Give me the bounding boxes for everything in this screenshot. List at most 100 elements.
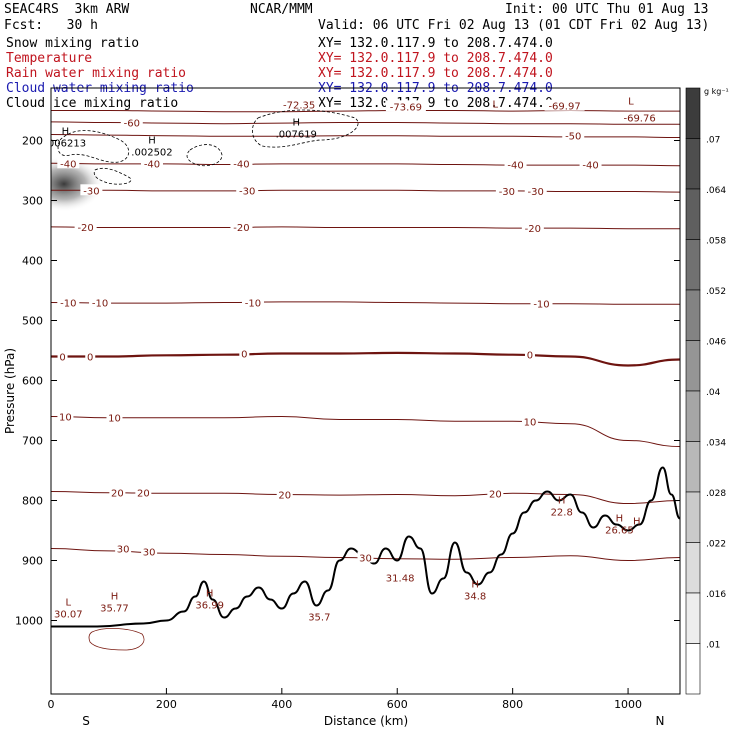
colorbar-tick-label: .064 (706, 186, 726, 196)
isotherm-label-bg (230, 220, 253, 232)
isotherm-label-bg (80, 184, 103, 196)
isotherm-label-bg (530, 297, 553, 309)
isotherm-label: -10 (60, 299, 76, 310)
isotherm-label-bg (521, 222, 544, 234)
isotherm-label: -10 (245, 299, 261, 310)
y-tick-label: 300 (22, 195, 43, 208)
isotherm-label-bg (57, 157, 80, 169)
organization-label: NCAR/MMM (250, 2, 313, 17)
extremum-mark: H (633, 517, 641, 528)
isotherm-label: -20 (525, 224, 541, 235)
isotherm-label-bg (115, 542, 132, 554)
field-name-cloud-ice: Cloud ice mixing ratio (6, 96, 179, 111)
colorbar-tick-label: .028 (706, 489, 726, 499)
snow-shading (51, 156, 104, 212)
y-tick-label: 900 (22, 555, 43, 568)
rain-contour (88, 628, 145, 651)
field-name-rain: Rain water mixing ratio (6, 66, 187, 81)
extremum-mark: H (292, 118, 300, 129)
isotherm-label-bg (279, 98, 320, 110)
colorbar-tick-label: .01 (706, 641, 720, 651)
extremum-mark: L (628, 97, 634, 108)
x-tick-label: 0 (48, 698, 55, 711)
colorbar: .07 .064 .058 .052 .046 .04 .034 .028 .022 .016 .0… (685, 87, 726, 695)
extremum-mark: L (493, 100, 499, 111)
isotherm-label: -30 (499, 187, 515, 198)
isotherm-label-bg (385, 100, 426, 112)
terrain-line (51, 466, 680, 628)
isotherm-label-bg (236, 184, 259, 196)
isotherm-label-bg (524, 184, 547, 196)
x-tick-label: 600 (387, 698, 408, 711)
isotherm-label: -50 (565, 132, 581, 143)
field-name-cloud-water: Cloud water mixing ratio (6, 81, 194, 96)
extremum-value: 22.8 (551, 508, 573, 519)
extremum-value: 26.65 (605, 526, 634, 537)
isotherm-label-bg (495, 184, 518, 196)
x-tick-label: 200 (156, 698, 177, 711)
extremum-mark: L (66, 598, 72, 609)
x-axis-south-label: S (82, 714, 90, 728)
y-tick-label: 500 (22, 315, 43, 328)
cloud-ice-contour (57, 130, 130, 163)
isotherm-label-bg (120, 116, 143, 128)
extremum-value: 31.48 (386, 574, 415, 585)
colorbar-swatch (685, 289, 701, 341)
extremum-mark: H (471, 580, 479, 591)
isotherm-line (51, 134, 680, 138)
init-time: Init: 00 UTC Thu 01 Aug 13 (505, 2, 709, 17)
colorbar-swatch (685, 491, 701, 543)
colorbar-swatch (685, 643, 701, 695)
colorbar-tick-label: .04 (706, 388, 721, 398)
isotherm-label-bg (579, 158, 602, 170)
isotherm-line (51, 491, 680, 505)
isotherm-label-bg (504, 158, 527, 170)
colorbar-tick-label: .034 (706, 439, 726, 449)
isotherm-label: 20 (111, 489, 124, 500)
extremum-mark: H (558, 496, 566, 507)
colorbar-tick-label: .07 (706, 136, 720, 146)
y-tick-label: 1000 (15, 615, 43, 628)
isotherm-label-bg (140, 157, 163, 169)
field-xy-rain: XY= 132.0.117.9 to 208.7.474.0 (318, 66, 553, 81)
colorbar-swatch (685, 239, 701, 291)
isotherm-label: 0 (87, 353, 93, 364)
isotherm-label-bg (524, 348, 535, 360)
colorbar-swatch (685, 340, 701, 392)
isotherm-labels: -72.35 -73.69 -69.97 -69.76 -60 -50 -40 -40 -40 -… (57, 98, 660, 565)
isotherm-label: -40 (233, 159, 249, 170)
isotherm-label: 0 (241, 350, 247, 361)
isotherm-label-bg (276, 488, 293, 500)
extremum-mark: H (62, 127, 70, 138)
isotherm-label-bg (57, 296, 80, 308)
isotherm-label: 0 (59, 353, 65, 364)
isotherm-label: -40 (144, 159, 160, 170)
isotherm-label: -40 (60, 159, 76, 170)
x-axis-label: Distance (km) (324, 714, 408, 728)
isotherm-label-bg (619, 111, 660, 123)
plot-frame (50, 87, 681, 695)
isotherm-label: 20 (489, 489, 502, 500)
isotherm-label: -40 (582, 161, 598, 172)
field-name-temperature: Temperature (6, 51, 93, 66)
isotherm-label-bg (521, 415, 538, 427)
valid-time: Valid: 06 UTC Fri 02 Aug 13 (01 CDT Fri … (318, 18, 710, 33)
colorbar-swatch (685, 87, 701, 139)
colorbar-unit: g kg⁻¹ (704, 87, 729, 96)
colorbar-swatch (685, 542, 701, 594)
colorbar-swatch (685, 390, 701, 442)
isotherm-label: 30 (143, 548, 156, 559)
isotherm-line (51, 351, 680, 367)
cloud-ice-contour (186, 144, 223, 167)
isotherm-line (51, 301, 680, 305)
colorbar-tick-label: .022 (706, 540, 726, 550)
isotherm-label: 0 (527, 351, 533, 362)
extremum-value: 36.99 (195, 601, 224, 612)
extremum-mark: H (206, 589, 214, 600)
y-tick-label: 200 (22, 135, 43, 148)
x-tick-label: 400 (271, 698, 292, 711)
y-tick-label: 400 (22, 255, 43, 268)
isotherm-label: -40 (507, 161, 523, 172)
isotherm-label: -72.35 (283, 101, 315, 112)
